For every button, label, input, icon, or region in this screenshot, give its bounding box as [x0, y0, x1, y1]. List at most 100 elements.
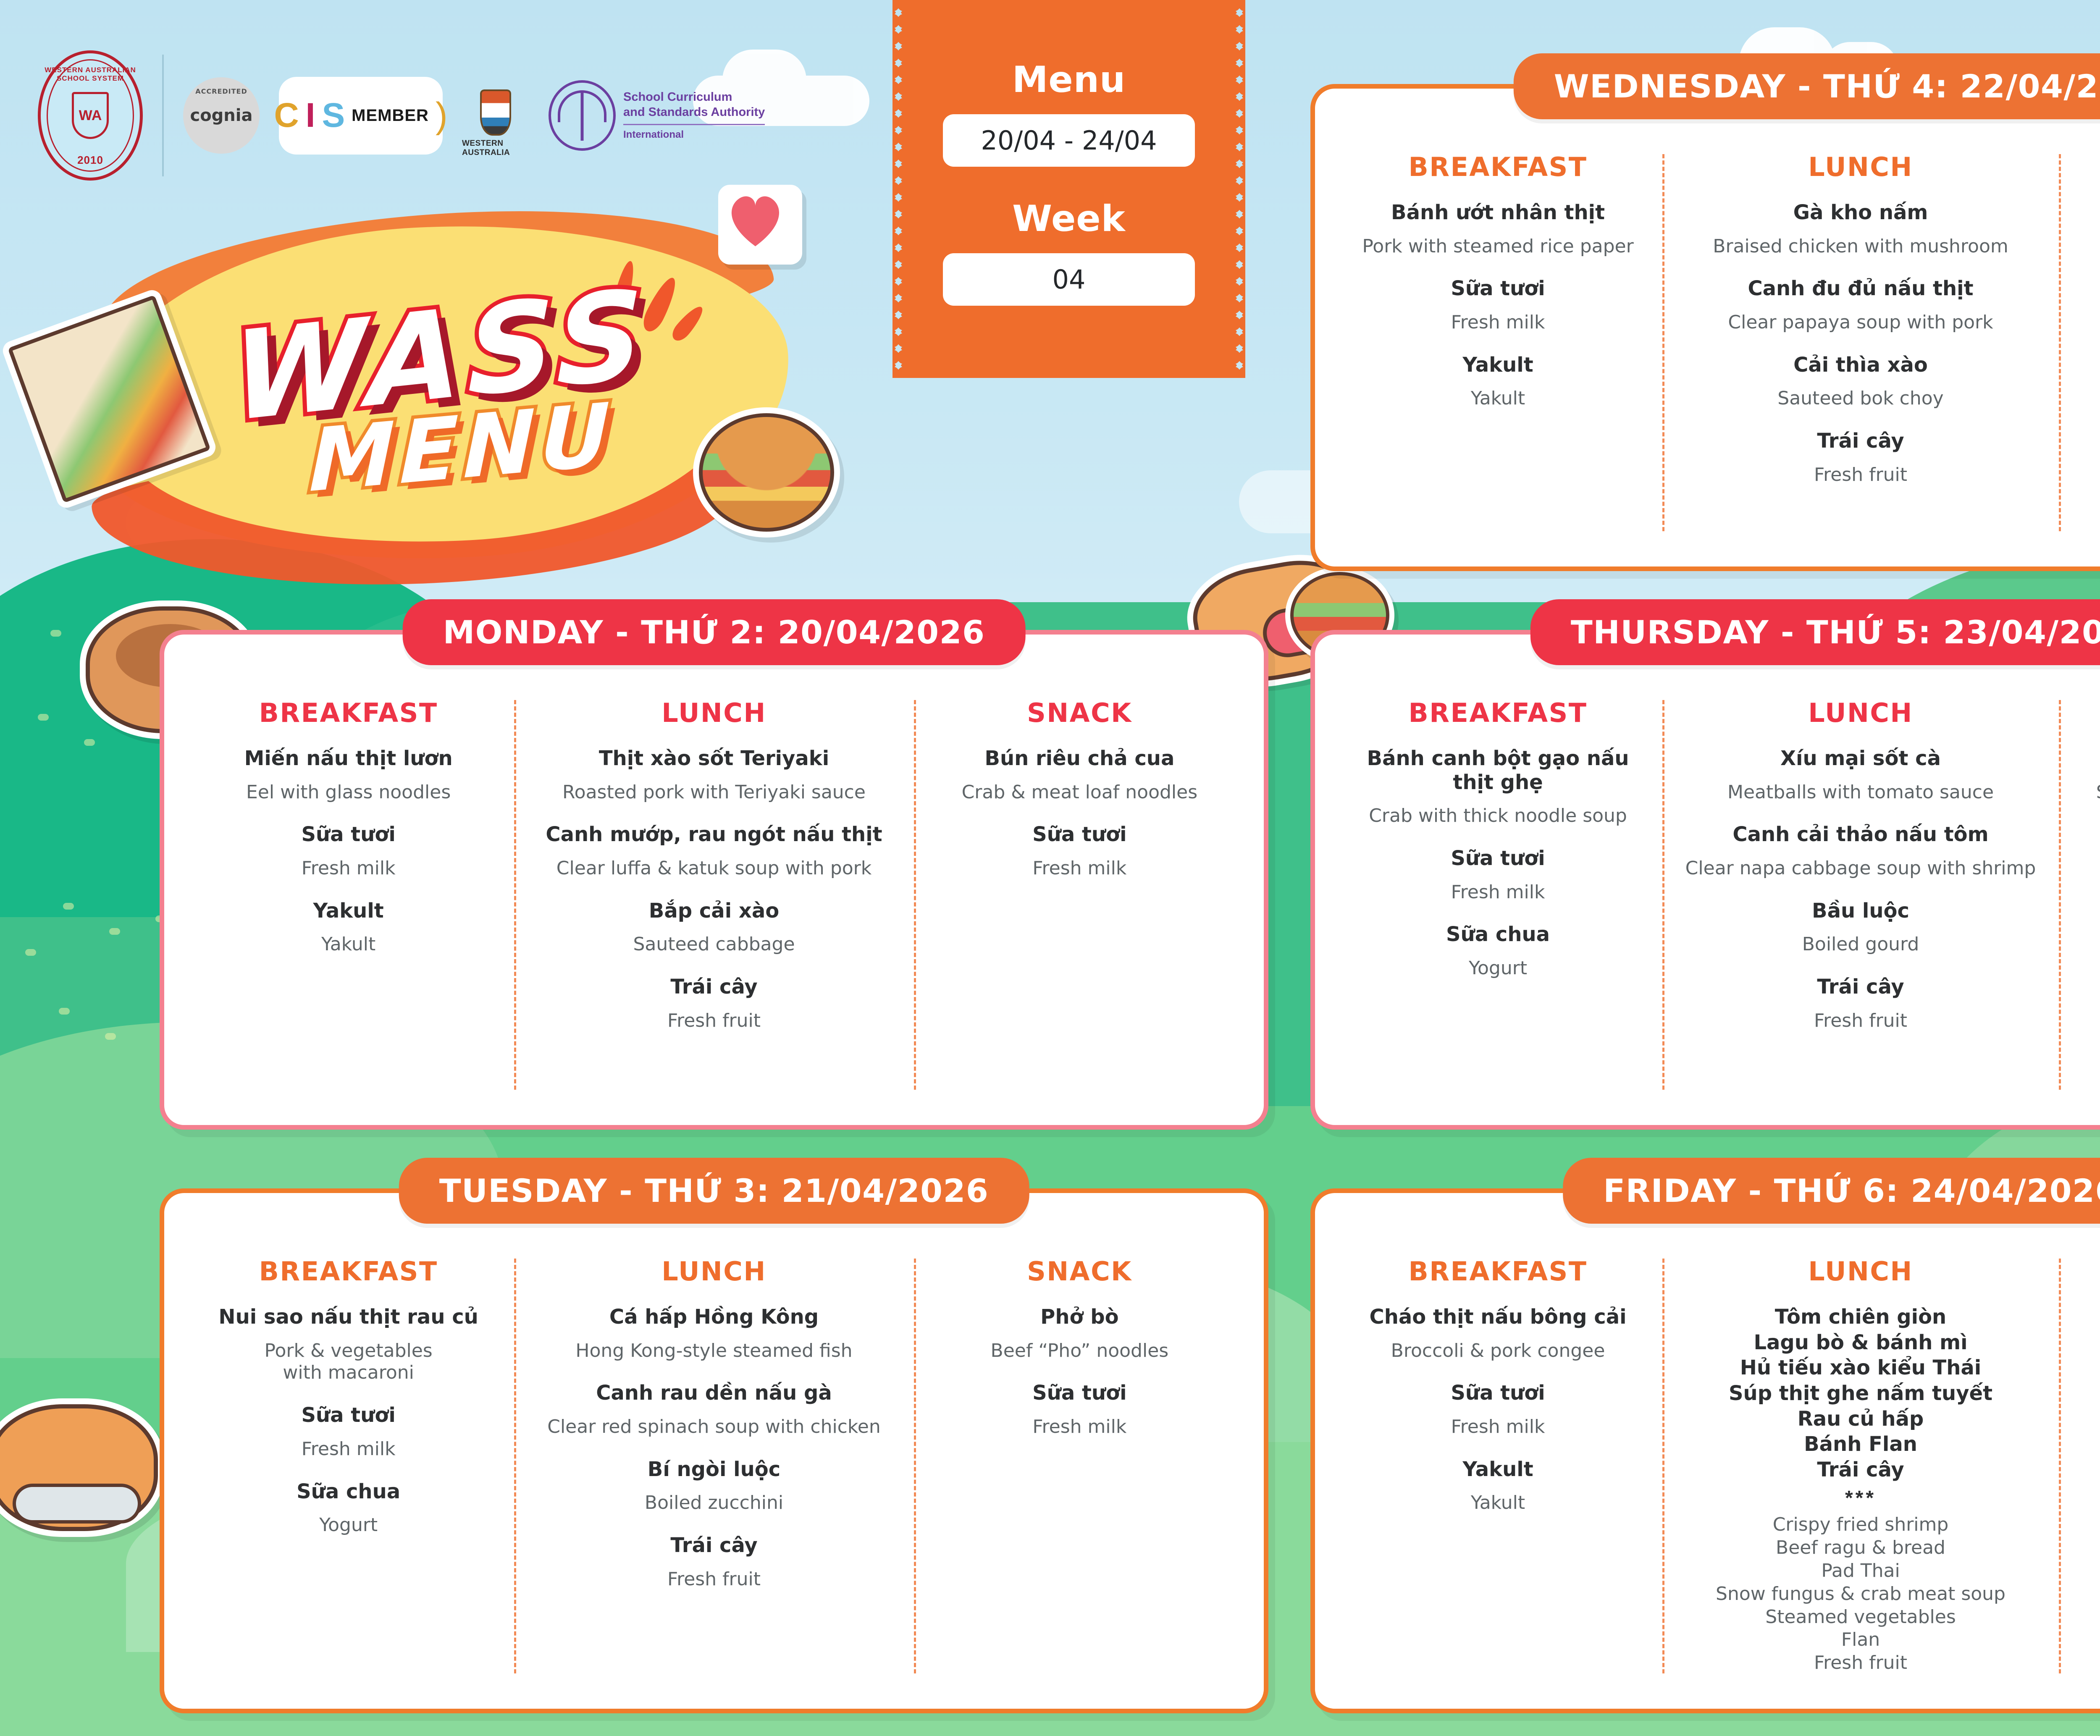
menu-item-vn: Sữa tươi: [2070, 277, 2100, 301]
menu-item-en-group: Fresh milk: [194, 858, 503, 880]
menu-item-en: Pork with steamed rice paper: [1362, 235, 1634, 257]
menu-item-en-group: Pork & vegetables with macaroni: [194, 1340, 503, 1385]
burger-icon: [693, 407, 840, 538]
menu-item-en: Beef “Pho” noodles: [990, 1340, 1169, 1361]
menu-item-en: Fresh fruit: [667, 1010, 761, 1031]
menu-item: Hủ tiếu mềm nấu cá Fish with flat rice n…: [2070, 201, 2100, 257]
menu-item-en-group: Fresh fruit: [525, 1568, 903, 1591]
menu-week-banner: Menu 20/04 - 24/04 Week 04: [892, 0, 1245, 378]
menu-item-en-group: Fresh milk: [1344, 312, 1651, 334]
menu-item-en: Yakult: [1470, 388, 1525, 409]
menu-item: Yakult Yakult: [194, 899, 503, 956]
meal-heading-lunch: LUNCH: [662, 698, 766, 728]
menu-item-vn: Canh cải thảo nấu tôm: [1732, 823, 1989, 847]
menu-item-en-group: Fresh milk: [194, 1438, 503, 1461]
menu-item-en: Fresh milk: [301, 1438, 396, 1460]
wass-crest-logo: WESTERN AUSTRALIAN SCHOOL SYSTEM WA 2010: [38, 50, 143, 181]
menu-item-en-group: Beef “Pho” noodles: [925, 1340, 1234, 1362]
menu-item-en: Fish with flat rice noodles: [2070, 236, 2100, 258]
meal-heading-snack: SNACK: [1027, 1256, 1132, 1287]
menu-item-vn: Xíu mại sốt cà: [1780, 747, 1941, 770]
menu-item-vn: Rau củ hấp: [1797, 1407, 1924, 1431]
menu-item-en: Fresh milk: [2070, 858, 2100, 880]
cis-letter-c: C: [274, 96, 299, 134]
date-range-field[interactable]: 20/04 - 24/04: [943, 114, 1195, 167]
menu-item: Sữa tươi Fresh milk: [2070, 277, 2100, 333]
day-card-wednesday: WEDNESDAY - THỨ 4: 22/04/2026 BREAKFAST …: [1310, 53, 2100, 571]
menu-item-vn: Cá hấp Hồng Kông: [609, 1305, 819, 1329]
menu-item-en-group: Fresh milk: [2070, 1416, 2100, 1438]
menu-item-en-group: Hong Kong-style steamed fish: [525, 1340, 903, 1362]
menu-item-vn: Sữa tươi: [1451, 1381, 1545, 1405]
menu-item-vn: Sữa tươi: [2070, 823, 2100, 847]
menu-item-vn: Bầu luộc: [1812, 899, 1909, 923]
cognia-badge: ACCREDITED cognia: [183, 77, 260, 154]
day-title-pill: THURSDAY - THỨ 5: 23/04/2026: [1530, 599, 2100, 665]
column-snack: SNACK Nui xào trứng Sauteed macaroni wit…: [2058, 698, 2100, 1108]
menu-item-en-group: Sauteed macaroni with egg: [2070, 781, 2100, 804]
menu-item: Miến nấu thịt lươn Eel with glass noodle…: [194, 747, 503, 803]
menu-item: Cá hấp Hồng Kông Hong Kong-style steamed…: [525, 1305, 903, 1362]
week-label: Week: [1012, 198, 1126, 240]
menu-item-en: Crab & meat loaf noodles: [961, 781, 1198, 803]
menu-item-vn: Miến nấu thịt lươn: [244, 747, 453, 770]
menu-item-vn: Bí ngòi luộc: [647, 1457, 781, 1481]
menu-item-en-group: Fresh milk: [1344, 1416, 1651, 1438]
accreditation-logo-row: WESTERN AUSTRALIAN SCHOOL SYSTEM WA 2010…: [38, 50, 765, 181]
menu-item: Sữa tươi Fresh milk: [2070, 823, 2100, 879]
menu-item-vn: Bánh ướt nhân thịt: [1391, 201, 1605, 224]
menu-item-vn: Nui xào trứng: [2070, 747, 2100, 771]
menu-item-en: Snow fungus & crab meat soup: [1716, 1583, 2006, 1605]
menu-item: Canh rau dền nấu gà Clear red spinach so…: [525, 1381, 903, 1438]
menu-item-vn: Lagu bò & bánh mì: [1754, 1330, 1968, 1354]
menu-item-en-group: Sauteed bok choy: [1673, 388, 2048, 410]
day-title-pill: MONDAY - THỨ 2: 20/04/2026: [402, 599, 1026, 665]
menu-item-en-group: Yogurt: [1344, 957, 1651, 980]
menu-item-vn: Thịt xào sốt Teriyaki: [598, 747, 830, 770]
day-card-friday: FRIDAY - THỨ 6: 24/04/2026 BREAKFAST Chá…: [1310, 1158, 2100, 1713]
column-snack: SNACK Phở bò Beef “Pho” noodles Sữa tươi…: [914, 1256, 1245, 1692]
menu-item-en: Fresh milk: [1032, 858, 1127, 879]
menu-item-en: Roasted pork with Teriyaki sauce: [562, 781, 866, 803]
menu-item-vn: Hủ tiếu xào kiểu Thái: [1740, 1356, 1982, 1380]
meal-heading-snack: SNACK: [1027, 698, 1132, 728]
column-snack: SNACK Hủ tiếu mềm nấu cá Fish with flat …: [2058, 152, 2100, 550]
menu-item: Yakult Yakult: [1344, 1458, 1651, 1514]
meal-heading-lunch: LUNCH: [662, 1256, 766, 1287]
menu-item: Sữa tươi Fresh milk: [194, 823, 503, 879]
meal-heading-snack: SNACK: [2070, 1256, 2100, 1287]
menu-item: Thịt xào sốt Teriyaki Roasted pork with …: [525, 747, 903, 803]
menu-item-en: Beef ragu & bread: [1776, 1537, 1945, 1559]
column-breakfast: BREAKFAST Nui sao nấu thịt rau củ Pork &…: [183, 1256, 514, 1692]
menu-item-en: Crispy fried shrimp: [1772, 1514, 1949, 1536]
menu-item-vn: Nui sao nấu thịt rau củ: [218, 1305, 478, 1329]
menu-item: Yakult Yakult: [1344, 353, 1651, 410]
menu-item-en: Clear red spinach soup with chicken: [547, 1416, 881, 1438]
menu-item-en: Fresh milk: [1451, 881, 1545, 903]
day-title-pill: WEDNESDAY - THỨ 4: 22/04/2026: [1513, 53, 2100, 119]
menu-item: Nui xào trứng Sauteed macaroni with egg: [2070, 747, 2100, 803]
menu-item: Sữa tươi Fresh milk: [1344, 1381, 1651, 1438]
meal-heading-snack: SNACK: [2070, 152, 2100, 182]
week-number-field[interactable]: 04: [943, 253, 1195, 306]
menu-item-vn: Yakult: [1462, 1457, 1533, 1481]
menu-item-vn: Bắp cải xào: [648, 899, 780, 923]
menu-item-vn: Canh rau dền nấu gà: [596, 1381, 832, 1405]
menu-item-en-group: Yakult: [1344, 388, 1651, 410]
menu-item-vn: Bánh canh bột gạo nấu thịt ghẹ: [1367, 747, 1629, 794]
menu-item-en: Fresh milk: [1451, 1416, 1545, 1438]
menu-item: Sữa tươi Fresh milk: [1344, 847, 1651, 903]
menu-item: Phở bò Beef “Pho” noodles: [925, 1305, 1234, 1362]
tree-icon: [549, 80, 616, 151]
menu-item: Bánh canh bột gạo nấu thịt ghẹ Crab with…: [1344, 747, 1651, 827]
menu-item-en-group: Fresh fruit: [525, 1010, 903, 1032]
column-breakfast: BREAKFAST Bánh canh bột gạo nấu thịt ghẹ…: [1334, 698, 1662, 1108]
menu-item-en: Fresh fruit: [667, 1568, 761, 1590]
menu-item-en-group: Fish with flat rice noodles: [2070, 236, 2100, 258]
menu-item-en-group: Fresh fruit: [1673, 1010, 2048, 1032]
menu-item-en: Meatballs with tomato sauce: [1727, 781, 1994, 803]
menu-item-en-group: Fresh milk: [925, 1416, 1234, 1438]
menu-item-vn: Bún riêu chả cua: [984, 747, 1175, 770]
scsa-line1: School Curriculum: [623, 90, 732, 104]
cis-letter-s: S: [322, 96, 345, 134]
